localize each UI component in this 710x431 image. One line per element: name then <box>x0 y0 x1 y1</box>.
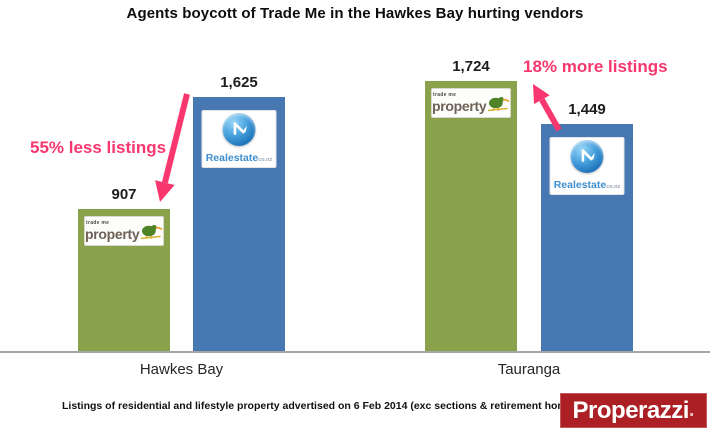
annotation-less-listings: 55% less listings <box>30 138 167 157</box>
trademe-logo-small-text: trade me <box>86 220 110 226</box>
value-label-realestate-hawkes-bay: 1,625 <box>220 74 258 91</box>
trademe-property-logo: trade me property <box>431 88 511 118</box>
realestate-conz-logo: Realestateco.nz <box>549 137 625 195</box>
category-label-tauranga: Tauranga <box>497 361 561 378</box>
x-axis-line <box>0 351 710 353</box>
arrow-up-icon <box>533 84 562 132</box>
chart-title: Agents boycott of Trade Me in the Hawkes… <box>126 5 584 22</box>
trademe-logo-small-text: trade me <box>433 92 457 98</box>
value-label-realestate-tauranga: 1,449 <box>568 101 606 118</box>
properazzi-logo-text: Properazzi <box>572 396 690 424</box>
value-label-trademe-hawkes-bay: 907 <box>111 186 137 203</box>
bar-trademe-hawkes-bay: 907 trade me property <box>78 186 170 352</box>
bar-realestate-tauranga: 1,449 Realestateco.nz <box>541 101 633 352</box>
value-label-trademe-tauranga: 1,724 <box>452 58 490 75</box>
properazzi-logo-dot: . <box>688 399 695 421</box>
realestate-logo-text: Realestate <box>553 178 607 191</box>
bar-trademe-tauranga: 1,724 trade me property <box>425 58 517 352</box>
realestate-conz-logo: Realestateco.nz <box>201 110 277 168</box>
realestate-globe-icon <box>570 139 604 173</box>
source-footnote: Listings of residential and lifestyle pr… <box>62 400 582 412</box>
trademe-logo-main-text: property <box>432 98 487 114</box>
trademe-logo-main-text: property <box>85 226 140 242</box>
realestate-logo-text: Realestate <box>205 151 259 164</box>
arrow-down-icon <box>155 93 190 202</box>
realestate-logo-suffix: co.nz <box>606 183 621 190</box>
realestate-logo-suffix: co.nz <box>258 156 273 163</box>
kiwi-bird-icon <box>488 96 510 111</box>
properazzi-logo: Properazzi. <box>560 393 707 428</box>
bar-realestate-hawkes-bay: 1,625 Realestateco.nz <box>193 74 285 352</box>
kiwi-bird-icon <box>141 224 163 239</box>
annotation-more-listings: 18% more listings <box>523 57 668 76</box>
category-label-hawkes-bay: Hawkes Bay <box>139 361 224 378</box>
trademe-property-logo: trade me property <box>84 216 164 246</box>
realestate-globe-icon <box>222 112 256 146</box>
